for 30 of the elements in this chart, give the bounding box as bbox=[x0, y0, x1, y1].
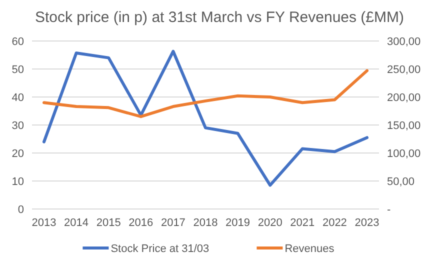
y-tick-label: 0 bbox=[18, 204, 24, 216]
x-tick-label: 2019 bbox=[226, 217, 250, 229]
line-series bbox=[42, 69, 368, 118]
y-tick-label: 30 bbox=[12, 120, 24, 132]
x-tick-label: 2022 bbox=[322, 217, 347, 229]
y2-tick-label: 200,00 bbox=[387, 92, 421, 104]
x-tick-label: 2013 bbox=[32, 217, 56, 229]
y-tick-label: 60 bbox=[12, 36, 24, 48]
x-tick-label: 2021 bbox=[290, 217, 315, 229]
x-tick-label: 2020 bbox=[258, 217, 282, 229]
y2-tick-label: 50,00 bbox=[387, 176, 415, 188]
y-tick-label: 40 bbox=[12, 92, 24, 104]
x-tick-label: 2023 bbox=[354, 217, 380, 229]
y-tick-label: 10 bbox=[12, 176, 24, 188]
x-tick-label: 2015 bbox=[96, 217, 121, 229]
x-tick-label: 2018 bbox=[193, 217, 218, 229]
line-series bbox=[42, 50, 368, 187]
x-tick-label: 2017 bbox=[160, 217, 186, 229]
x-tick-label: 2014 bbox=[64, 217, 89, 229]
y2-tick-label: 300,00 bbox=[387, 36, 421, 48]
legend-label: Revenues bbox=[284, 242, 335, 255]
y2-tick-label: - bbox=[387, 204, 391, 216]
y2-tick-label: 250,00 bbox=[387, 64, 421, 76]
y2-tick-label: 150,00 bbox=[387, 120, 421, 132]
x-tick-label: 2016 bbox=[128, 217, 154, 229]
y-tick-label: 50 bbox=[12, 64, 24, 76]
y2-tick-label: 100,00 bbox=[387, 148, 421, 160]
y-tick-label: 20 bbox=[12, 148, 24, 160]
chart-title: Stock price (in p) at 31st March vs FY Revenues (£MM) bbox=[34, 9, 404, 26]
legend-label: Stock Price at 31/03 bbox=[110, 242, 210, 255]
